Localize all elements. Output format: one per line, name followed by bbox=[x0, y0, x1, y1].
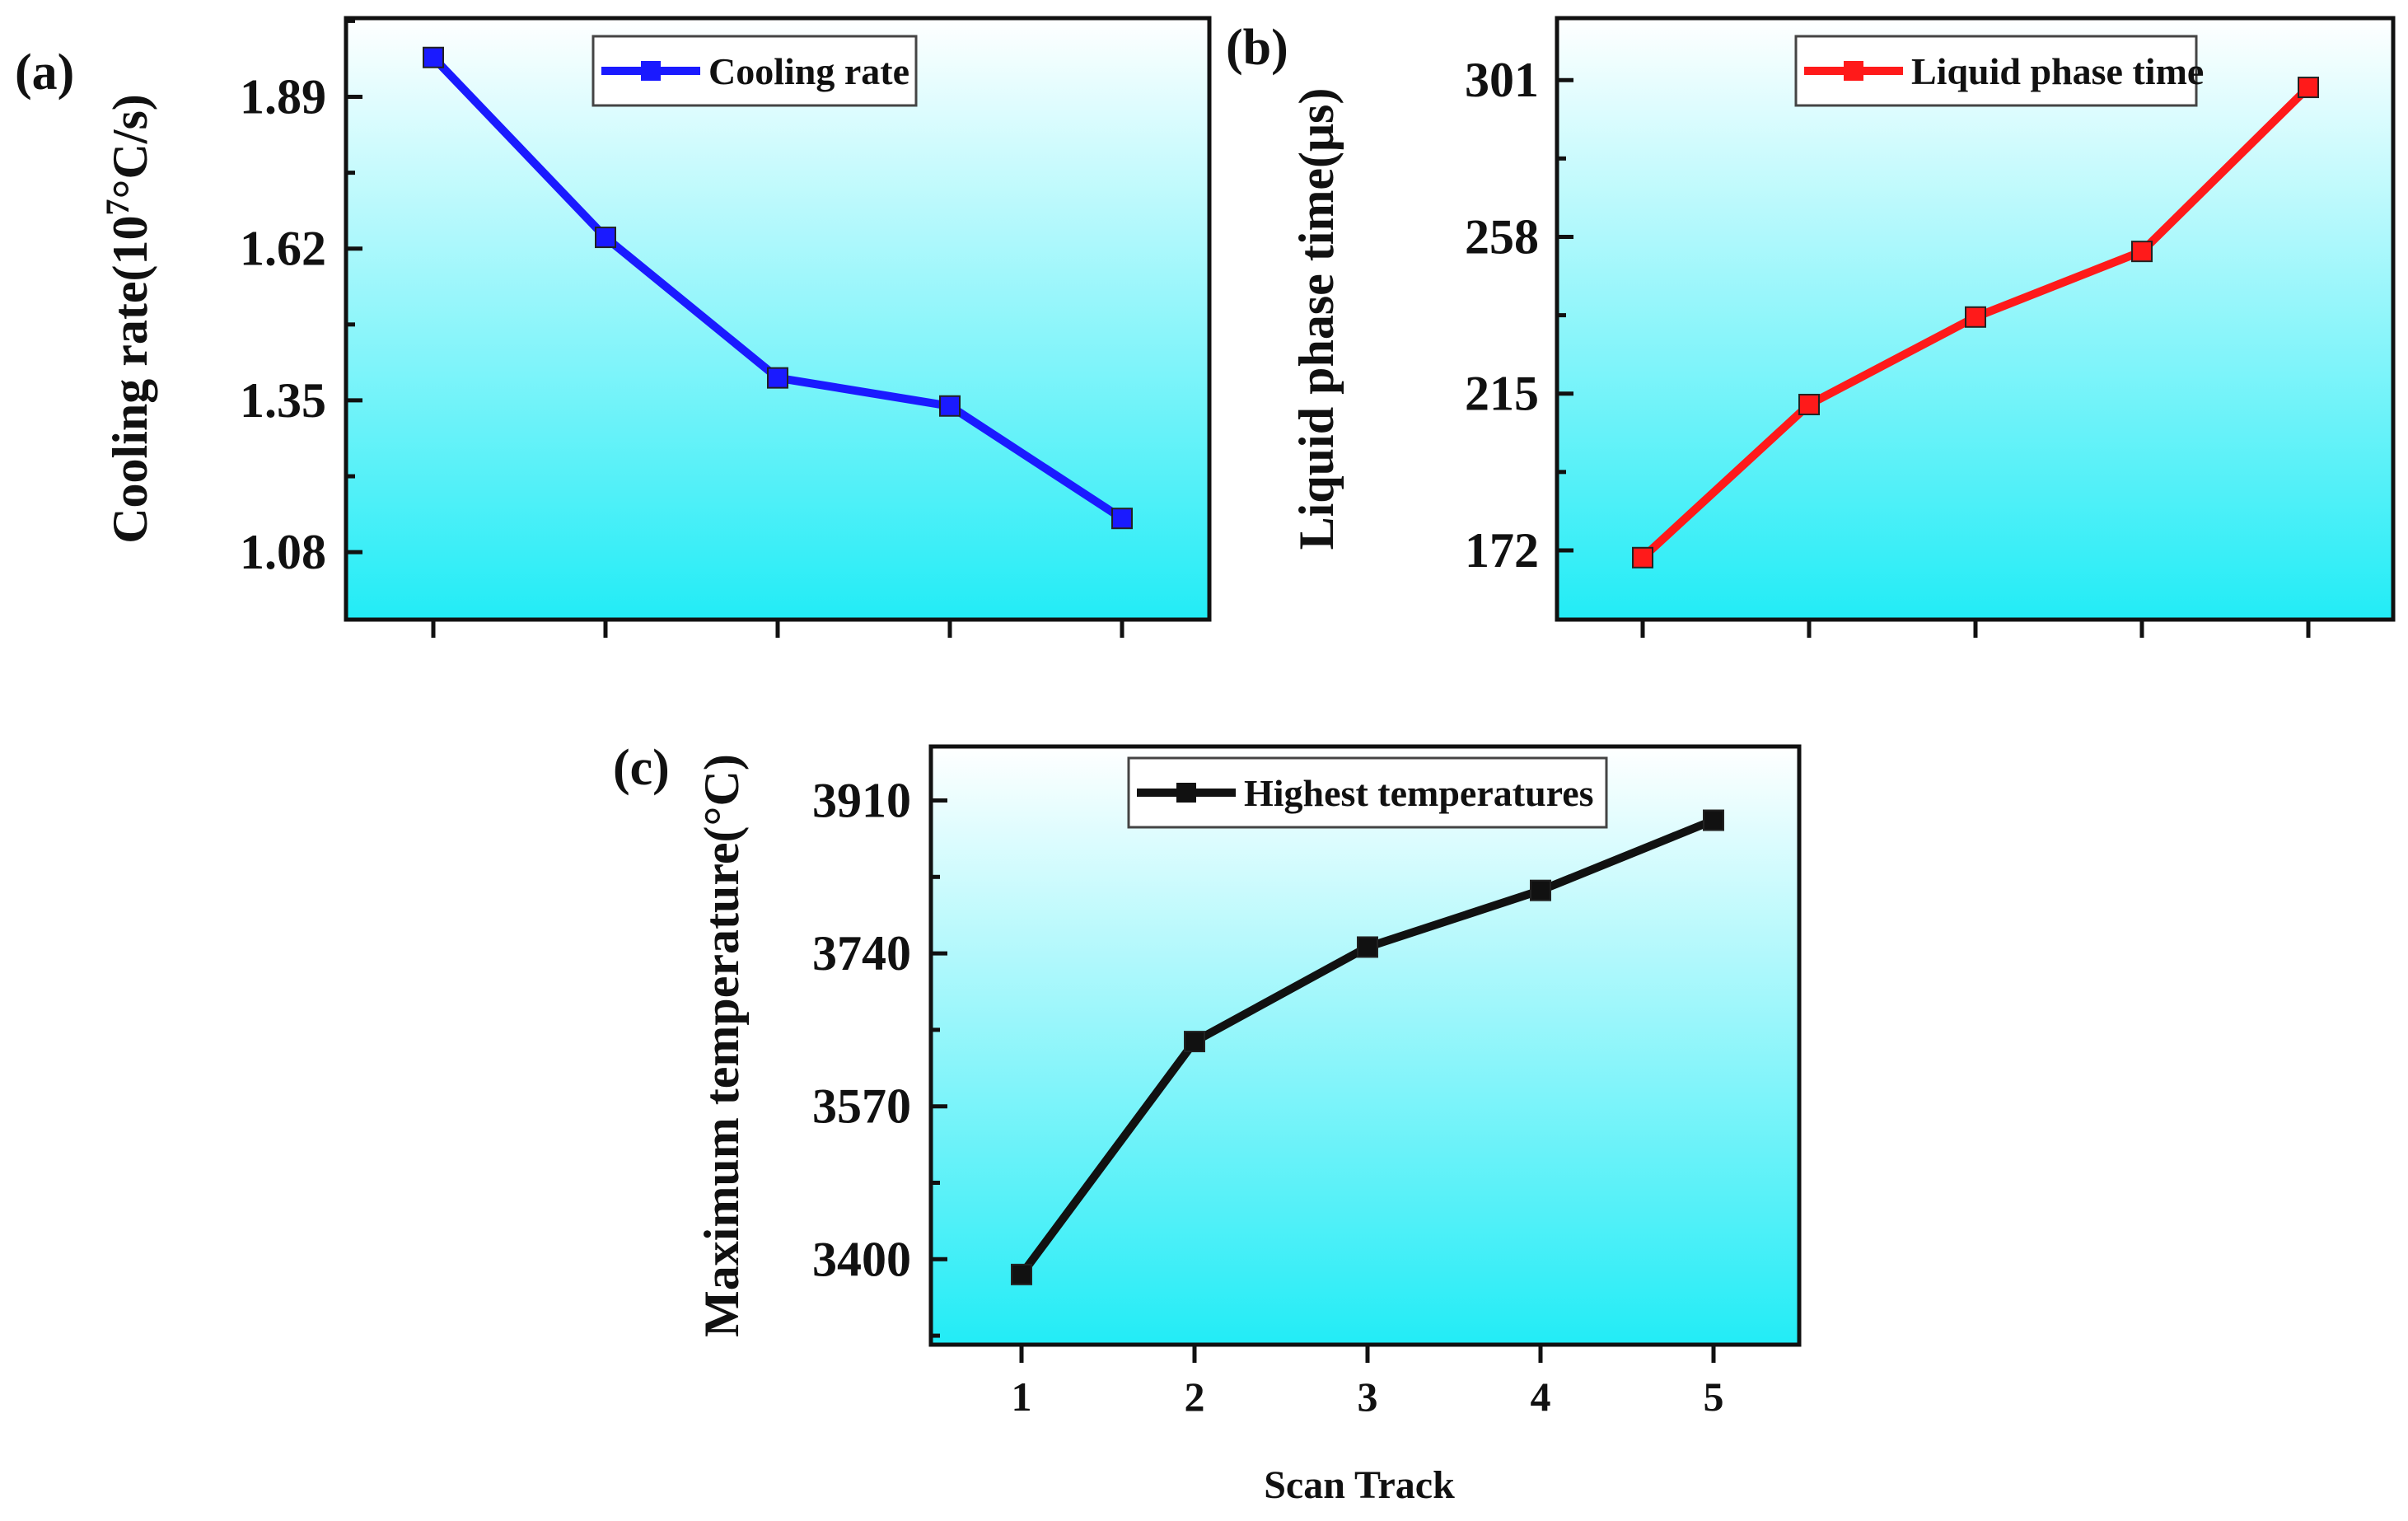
y-tick-label: 301 bbox=[1465, 53, 1539, 107]
y-tick-label: 1.62 bbox=[240, 222, 326, 276]
y-tick-label: 3400 bbox=[812, 1232, 911, 1286]
data-point bbox=[2298, 77, 2319, 99]
y-axis-title: Maximum temperature(°C) bbox=[694, 754, 749, 1337]
y-tick-label: 258 bbox=[1465, 209, 1539, 264]
y-tick-label: 3910 bbox=[812, 774, 911, 828]
data-point bbox=[939, 395, 961, 417]
plot-area bbox=[346, 18, 1209, 620]
plot-frame bbox=[344, 16, 1212, 622]
y-tick-label: 3570 bbox=[812, 1079, 911, 1134]
data-point bbox=[1965, 306, 1986, 328]
y-axis-title: Liquid phase time(μs) bbox=[1289, 88, 1344, 550]
y-tick-label: 1.35 bbox=[240, 373, 326, 428]
legend-marker bbox=[1176, 783, 1196, 803]
data-point bbox=[1798, 393, 1820, 415]
plot-frame bbox=[928, 744, 1802, 1347]
panel-label: (c) bbox=[613, 740, 670, 796]
y-tick-label: 172 bbox=[1465, 523, 1539, 578]
chart-panel: 172 215 258 301 Liquid phase time(μs)(b) Liqu… bbox=[1226, 16, 2396, 638]
legend-label: Highest temperatures bbox=[1244, 772, 1594, 814]
data-point bbox=[767, 367, 788, 389]
y-tick-label: 1.08 bbox=[240, 525, 326, 579]
data-point bbox=[1530, 879, 1551, 901]
x-tick-label: 2 bbox=[1185, 1374, 1205, 1420]
x-tick-label: 3 bbox=[1358, 1374, 1378, 1420]
plot-frame bbox=[1555, 16, 2396, 622]
data-point bbox=[1184, 1031, 1205, 1053]
chart-panel: 1.08 1.35 1.62 1.89 Cooling rate(107°C/s) (a)… bbox=[15, 16, 1212, 638]
chart-panel: 3400 3570 3740 3910 1 2 3 4 5 Maximum temperature… bbox=[613, 740, 1802, 1420]
x-tick-label: 4 bbox=[1531, 1374, 1551, 1420]
data-point bbox=[595, 227, 616, 249]
data-point bbox=[2131, 241, 2153, 263]
legend-marker bbox=[641, 61, 661, 81]
x-tick-label: 5 bbox=[1704, 1374, 1724, 1420]
legend-box bbox=[1127, 756, 1608, 829]
y-tick-label: 3740 bbox=[812, 926, 911, 980]
x-axis-title: Scan Track bbox=[1264, 1463, 1455, 1507]
data-point bbox=[423, 46, 444, 68]
y-axis-title: Cooling rate(107°C/s) bbox=[99, 94, 157, 544]
panel-label: (a) bbox=[15, 44, 74, 101]
data-point bbox=[1357, 936, 1378, 958]
y-tick-label: 1.89 bbox=[240, 70, 326, 124]
data-point bbox=[1011, 1263, 1032, 1285]
panel-label: (b) bbox=[1226, 20, 1288, 76]
legend-marker bbox=[1844, 61, 1863, 81]
legend-label: Cooling rate bbox=[708, 50, 909, 92]
x-tick-label: 1 bbox=[1012, 1374, 1032, 1420]
data-point bbox=[1703, 809, 1724, 831]
data-point bbox=[1632, 546, 1653, 569]
y-tick-label: 215 bbox=[1465, 367, 1539, 421]
data-point bbox=[1111, 508, 1133, 530]
legend-label: Liquid phase time bbox=[1911, 50, 2204, 92]
